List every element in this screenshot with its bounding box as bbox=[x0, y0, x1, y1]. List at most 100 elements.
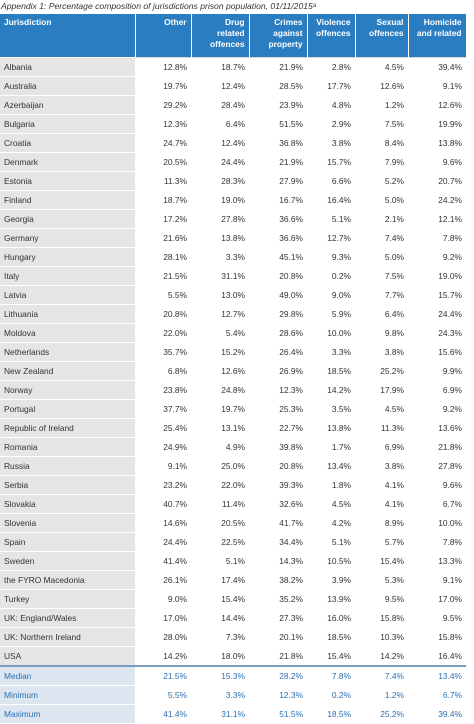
cell: 3.3% bbox=[191, 685, 249, 705]
cell: 12.3% bbox=[135, 114, 191, 134]
table-row: Latvia 5.5% 13.0% 49.0% 9.0% 7.7% 15.7% bbox=[0, 285, 466, 305]
cell: 6.4% bbox=[355, 304, 408, 324]
cell: 5.1% bbox=[191, 551, 249, 571]
cell: 24.4% bbox=[408, 304, 466, 324]
cell: 13.9% bbox=[307, 589, 355, 609]
cell: 6.8% bbox=[135, 361, 191, 381]
table-row: Turkey 9.0% 15.4% 35.2% 13.9% 9.5% 17.0% bbox=[0, 589, 466, 609]
cell: 4.2% bbox=[307, 513, 355, 533]
cell: 27.3% bbox=[249, 608, 307, 628]
cell: 10.0% bbox=[408, 513, 466, 533]
row-label: Croatia bbox=[0, 133, 135, 153]
cell: 37.7% bbox=[135, 399, 191, 419]
row-label: Estonia bbox=[0, 171, 135, 191]
table-row: New Zealand 6.8% 12.6% 26.9% 18.5% 25.2% 9.9% bbox=[0, 361, 466, 381]
cell: 3.8% bbox=[355, 342, 408, 362]
cell: 13.8% bbox=[408, 133, 466, 153]
cell: 25.2% bbox=[355, 704, 408, 724]
row-label: Portugal bbox=[0, 399, 135, 419]
cell: 4.5% bbox=[355, 399, 408, 419]
cell: 13.6% bbox=[408, 418, 466, 438]
row-label: Bulgaria bbox=[0, 114, 135, 134]
cell: 7.7% bbox=[355, 285, 408, 305]
cell: 9.3% bbox=[307, 247, 355, 267]
cell: 20.8% bbox=[135, 304, 191, 324]
row-label: Republic of Ireland bbox=[0, 418, 135, 438]
cell: 38.2% bbox=[249, 570, 307, 590]
row-label: Sweden bbox=[0, 551, 135, 571]
cell: 17.7% bbox=[307, 76, 355, 96]
cell: 25.4% bbox=[135, 418, 191, 438]
cell: 18.5% bbox=[307, 361, 355, 381]
table-row: Estonia 11.3% 28.3% 27.9% 6.6% 5.2% 20.7% bbox=[0, 171, 466, 191]
cell: 22.0% bbox=[191, 475, 249, 495]
cell: 3.3% bbox=[191, 247, 249, 267]
cell: 32.6% bbox=[249, 494, 307, 514]
cell: 36.6% bbox=[249, 228, 307, 248]
table-row: Slovakia 40.7% 11.4% 32.6% 4.5% 4.1% 6.7% bbox=[0, 494, 466, 514]
column-header: Other bbox=[135, 14, 192, 58]
table-row: USA 14.2% 18.0% 21.8% 15.4% 14.2% 16.4% bbox=[0, 646, 466, 667]
cell: 12.3% bbox=[249, 685, 307, 705]
summary-row: Maximum 41.4% 31.1% 51.5% 18.5% 25.2% 39.4% bbox=[0, 704, 466, 724]
cell: 5.5% bbox=[135, 685, 191, 705]
row-label: Azerbaijan bbox=[0, 95, 135, 115]
row-label: Serbia bbox=[0, 475, 135, 495]
cell: 4.5% bbox=[307, 494, 355, 514]
cell: 9.1% bbox=[408, 76, 466, 96]
cell: 25.0% bbox=[191, 456, 249, 476]
cell: 51.5% bbox=[249, 704, 307, 724]
cell: 9.8% bbox=[355, 323, 408, 343]
cell: 4.1% bbox=[355, 475, 408, 495]
cell: 21.8% bbox=[249, 646, 307, 667]
cell: 4.5% bbox=[355, 57, 408, 77]
cell: 26.9% bbox=[249, 361, 307, 381]
cell: 22.5% bbox=[191, 532, 249, 552]
cell: 18.7% bbox=[135, 190, 191, 210]
cell: 13.3% bbox=[408, 551, 466, 571]
cell: 5.0% bbox=[355, 190, 408, 210]
cell: 21.5% bbox=[135, 266, 191, 286]
row-label: New Zealand bbox=[0, 361, 135, 381]
cell: 51.5% bbox=[249, 114, 307, 134]
cell: 9.1% bbox=[408, 570, 466, 590]
cell: 20.5% bbox=[191, 513, 249, 533]
table-row: Norway 23.8% 24.8% 12.3% 14.2% 17.9% 6.9% bbox=[0, 380, 466, 400]
cell: 16.7% bbox=[249, 190, 307, 210]
cell: 23.2% bbox=[135, 475, 191, 495]
column-header: Homicide and related bbox=[408, 14, 467, 58]
cell: 4.9% bbox=[191, 437, 249, 457]
table-row: Australia 19.7% 12.4% 28.5% 17.7% 12.6% 9.1% bbox=[0, 76, 466, 96]
cell: 28.4% bbox=[191, 95, 249, 115]
cell: 24.9% bbox=[135, 437, 191, 457]
table-row: the FYRO Macedonia 26.1% 17.4% 38.2% 3.9% 5.3… bbox=[0, 570, 466, 590]
table-row: Denmark 20.5% 24.4% 21.9% 15.7% 7.9% 9.6% bbox=[0, 152, 466, 172]
row-label: Maximum bbox=[0, 704, 135, 724]
cell: 15.4% bbox=[307, 646, 355, 667]
cell: 5.4% bbox=[191, 323, 249, 343]
cell: 34.4% bbox=[249, 532, 307, 552]
cell: 28.3% bbox=[191, 171, 249, 191]
summary-row: Minimum 5.5% 3.3% 12.3% 0.2% 1.2% 6.7% bbox=[0, 685, 466, 705]
cell: 5.5% bbox=[135, 285, 191, 305]
cell: 11.3% bbox=[355, 418, 408, 438]
row-label: Slovenia bbox=[0, 513, 135, 533]
cell: 6.7% bbox=[408, 685, 466, 705]
cell: 35.2% bbox=[249, 589, 307, 609]
cell: 3.8% bbox=[355, 456, 408, 476]
cell: 11.3% bbox=[135, 171, 191, 191]
cell: 2.8% bbox=[307, 57, 355, 77]
cell: 49.0% bbox=[249, 285, 307, 305]
cell: 21.9% bbox=[249, 152, 307, 172]
cell: 10.0% bbox=[307, 323, 355, 343]
cell: 16.4% bbox=[307, 190, 355, 210]
row-label: Romania bbox=[0, 437, 135, 457]
row-label: Spain bbox=[0, 532, 135, 552]
cell: 12.1% bbox=[408, 209, 466, 229]
cell: 17.9% bbox=[355, 380, 408, 400]
cell: 24.4% bbox=[191, 152, 249, 172]
table-row: Italy 21.5% 31.1% 20.8% 0.2% 7.5% 19.0% bbox=[0, 266, 466, 286]
cell: 9.6% bbox=[408, 475, 466, 495]
cell: 13.1% bbox=[191, 418, 249, 438]
